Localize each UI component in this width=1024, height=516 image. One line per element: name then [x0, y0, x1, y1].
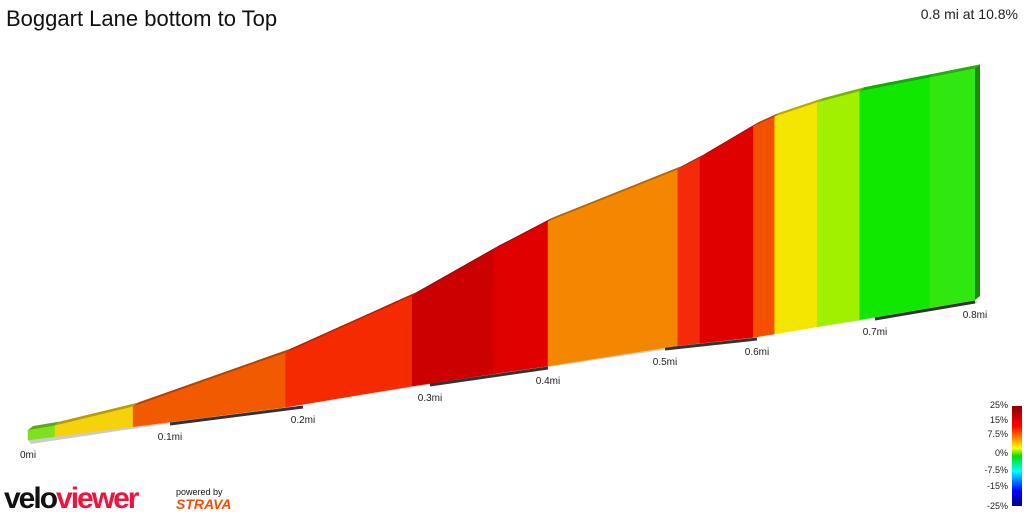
powered-by-label: powered by	[176, 487, 223, 497]
gradient-segment	[774, 101, 818, 335]
x-tick-label: 0.2mi	[291, 415, 315, 426]
x-tick-label: 0.7mi	[863, 327, 887, 338]
segment-top-face	[817, 87, 865, 103]
gradient-segment	[699, 125, 754, 344]
segment-top-face	[753, 112, 780, 127]
segment-top-face	[285, 291, 418, 353]
x-tick-label: 0.4mi	[536, 376, 560, 387]
segment-top-face	[677, 153, 705, 170]
segment-title: Boggart Lane bottom to Top	[6, 6, 278, 31]
x-tick-label: 0mi	[20, 450, 36, 461]
segment-top-face	[930, 64, 980, 78]
legend-label: 7.5%	[987, 429, 1008, 439]
gradient-segment	[753, 116, 775, 338]
segment-top-face	[699, 122, 759, 158]
distance-band	[664, 337, 758, 351]
legend-label: -25%	[986, 501, 1008, 511]
strava-logo[interactable]: STRAVA	[176, 496, 232, 512]
legend-label: 25%	[989, 400, 1008, 410]
segment-top-face	[28, 421, 60, 430]
gradient-segment	[132, 352, 286, 427]
gradient-segment	[547, 169, 679, 367]
x-tick-label: 0.6mi	[745, 347, 769, 358]
gradient-legend: 25% 15% 7.5% 0% -7.5% -15% -25%	[968, 398, 1024, 511]
x-tick-label: 0.1mi	[158, 432, 182, 443]
legend-label: -15%	[986, 481, 1008, 491]
segment-top-face	[412, 245, 499, 296]
gradient-segment	[285, 295, 413, 408]
gradient-segment	[929, 68, 976, 308]
segment-top-face	[548, 165, 683, 222]
segment-top-face	[54, 402, 139, 426]
segment-summary: 0.8 mi at 10.8%	[920, 6, 1018, 22]
segment-top-face	[859, 73, 935, 92]
gradient-color-scale	[1012, 406, 1022, 506]
gradient-segment	[859, 77, 931, 320]
distance-band	[874, 300, 976, 321]
distance-band	[429, 366, 549, 387]
legend-label: 15%	[989, 415, 1008, 425]
x-tick-label: 0.3mi	[418, 393, 442, 404]
segment-top-face	[774, 98, 823, 117]
distance-band	[169, 405, 304, 426]
segment-top-face	[133, 348, 291, 407]
segment-top-face	[493, 217, 553, 250]
end-side-face	[975, 64, 980, 300]
legend-label: 0%	[994, 448, 1008, 458]
gradient-segment	[816, 90, 860, 328]
x-tick-label: 0.5mi	[653, 357, 677, 368]
gradient-segment	[411, 249, 494, 387]
gradient-segment	[677, 157, 701, 346]
legend-label: -7.5%	[984, 465, 1008, 475]
x-tick-label: 0.8mi	[963, 310, 987, 321]
veloviewer-logo[interactable]: veloviewer	[4, 482, 139, 515]
